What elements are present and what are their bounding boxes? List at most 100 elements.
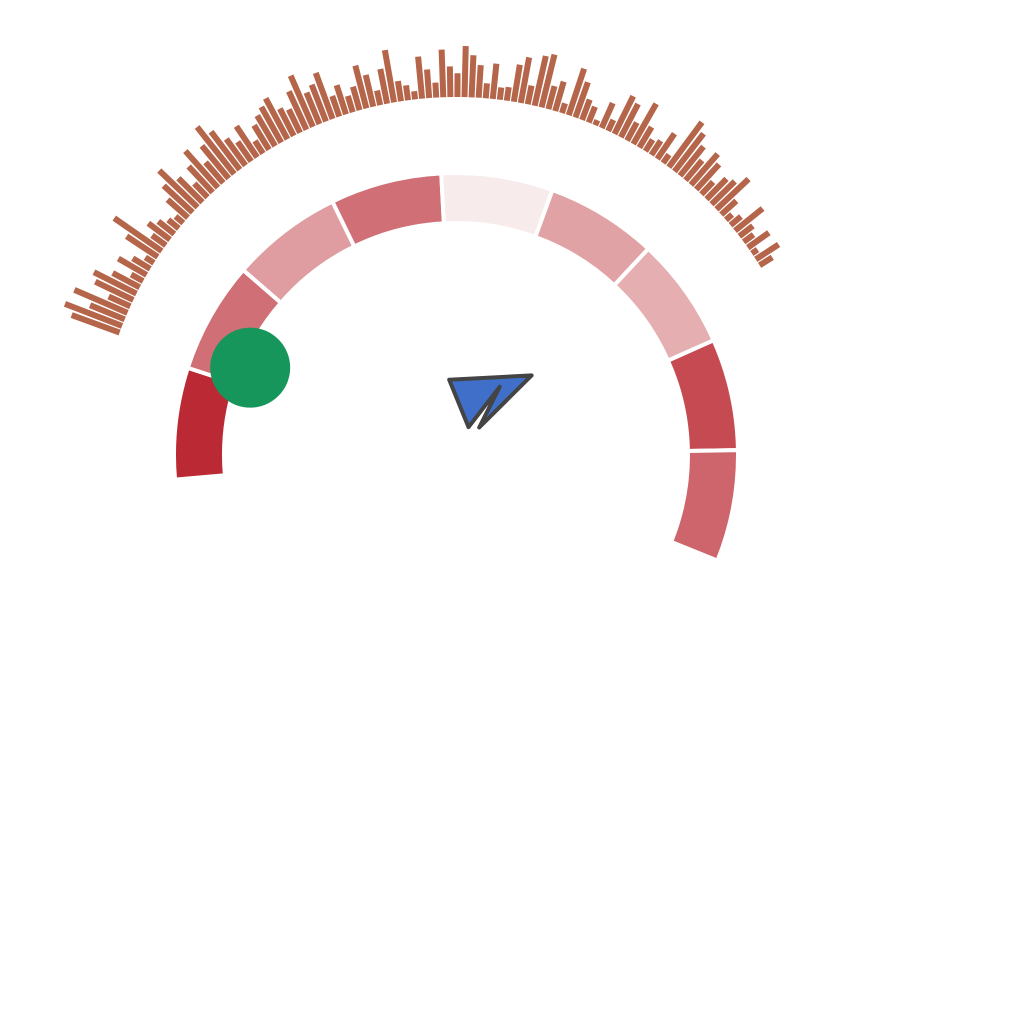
spike-bar [258, 105, 284, 145]
spike-bar [438, 49, 447, 98]
spike-bar [156, 219, 177, 237]
spike-bar [733, 206, 765, 234]
spike-bar [611, 94, 636, 136]
spike-bar [709, 179, 737, 207]
spike-bar [411, 90, 419, 100]
spike-bar [672, 131, 706, 174]
spike-bar [352, 64, 370, 110]
spike-bar [579, 98, 593, 121]
heat-ring-segment [665, 337, 740, 453]
spike-bar [233, 124, 260, 160]
spike-bar [723, 212, 735, 223]
spike-bar [538, 53, 558, 109]
spike-bar [688, 152, 720, 187]
spike-bar [545, 85, 558, 110]
spike-bar [362, 74, 377, 108]
spike-bar [186, 164, 215, 195]
spike-bar [750, 247, 760, 256]
spike-bar [531, 55, 549, 107]
spike-bar [654, 131, 677, 161]
spike-bar [719, 198, 739, 217]
spike-bar [254, 114, 278, 148]
spike-bar [489, 63, 500, 100]
spike-bar [524, 85, 535, 105]
spike-bar [263, 96, 291, 141]
spike-bar [737, 223, 755, 239]
spike-bar [344, 95, 356, 114]
spike-bar [754, 241, 781, 262]
spike-bar [746, 230, 771, 251]
spike-bar [683, 158, 705, 183]
spike-bar [157, 168, 200, 210]
spike-bar [107, 293, 132, 310]
spike-bar [728, 214, 743, 228]
spike-bar [303, 91, 323, 126]
heat-ring-segment [329, 171, 446, 250]
spike-bar [517, 56, 533, 104]
spike-bar [461, 46, 469, 98]
marker-point [210, 327, 291, 408]
spike-bar [565, 67, 587, 117]
spike-bar [503, 86, 512, 102]
spike-bar [143, 254, 156, 266]
spike-bar [618, 102, 641, 139]
spike-bar [424, 69, 433, 99]
spike-bar [63, 301, 124, 329]
spike-bar [333, 84, 349, 116]
spike-bar [415, 56, 426, 99]
spike-bar [704, 176, 729, 202]
heat-ring [172, 171, 740, 564]
spike-bar [496, 87, 505, 101]
spike-bar [605, 118, 617, 133]
spike-bar [693, 162, 722, 192]
spike-bar [111, 270, 142, 290]
spike-bar [329, 95, 343, 118]
spike-bar [677, 144, 706, 178]
marker-layer [210, 327, 291, 408]
spike-bar [165, 197, 190, 220]
spike-bar [73, 287, 129, 316]
spike-bar [394, 80, 404, 102]
spike-bar [648, 139, 664, 157]
spike-bar [377, 68, 391, 105]
spike-bar [94, 278, 135, 303]
spike-bar [585, 105, 598, 124]
spike-bar [150, 232, 168, 248]
spike-bar [199, 143, 232, 181]
spike-bar [129, 271, 145, 284]
spike-ring [63, 46, 781, 336]
heat-ring-segment [439, 171, 556, 240]
spike-bar [252, 139, 266, 156]
spike-bar [176, 176, 205, 205]
spike-bar [758, 254, 774, 268]
spike-bar [208, 129, 243, 172]
spike-bar [161, 183, 195, 215]
spike-bar [660, 152, 672, 165]
spike-bar [741, 232, 756, 245]
spike-bar [146, 220, 172, 242]
spike-bar [112, 215, 164, 254]
spike-bar [510, 64, 523, 103]
data-polygon [447, 373, 534, 430]
spike-bar [173, 214, 186, 226]
spike-bar [88, 302, 126, 323]
spike-bar [592, 119, 601, 127]
spike-bar [70, 312, 121, 336]
spike-bar [624, 121, 640, 142]
spike-bar [116, 255, 149, 278]
spike-bar [308, 83, 329, 123]
spike-bar [124, 233, 160, 260]
spike-bar [482, 83, 490, 99]
spike-bar [235, 140, 254, 164]
polygon-layer [447, 373, 534, 430]
spike-bar [183, 149, 221, 190]
spike-bar [192, 181, 210, 200]
spike-bar [287, 74, 316, 129]
spike-bar [194, 125, 237, 176]
spike-bar [642, 138, 656, 153]
spike-bar [277, 107, 297, 138]
spike-bar [131, 255, 152, 272]
spike-bar [666, 120, 705, 169]
